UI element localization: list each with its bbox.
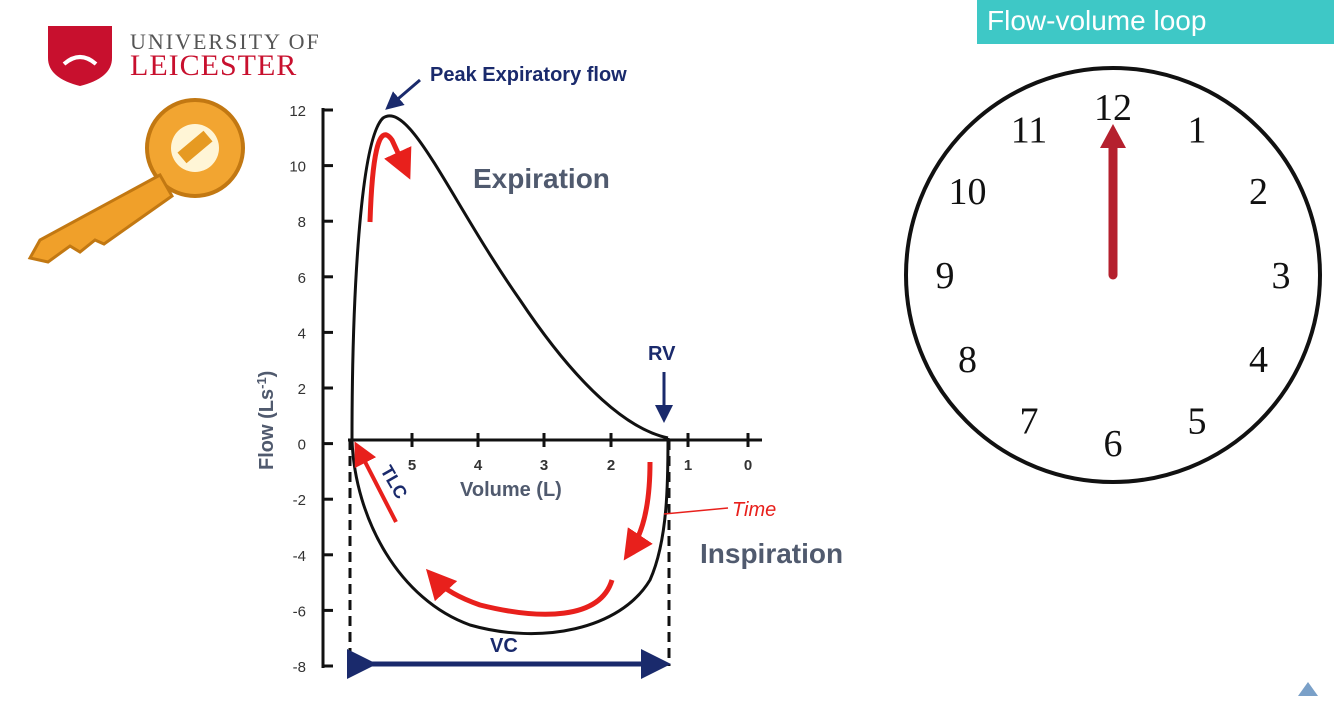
clock-number: 6: [1104, 423, 1123, 465]
y-axis-label: Flow (Ls-1): [254, 371, 278, 470]
y-tick-label: -2: [293, 492, 306, 509]
peak-pointer: [385, 78, 421, 110]
y-tick-label: 2: [298, 381, 306, 398]
y-tick-label: 12: [289, 103, 306, 120]
inspiration-label: Inspiration: [700, 538, 843, 569]
key-icon: [27, 98, 245, 264]
clock-number: 9: [936, 255, 955, 297]
expiration-arrow: [367, 132, 412, 223]
clock-number: 12: [1094, 87, 1132, 129]
time-pointer: [663, 507, 729, 515]
x-tick-label: 4: [474, 457, 483, 474]
inspiration-arrow: [425, 568, 615, 617]
clock-number: 7: [1020, 400, 1039, 442]
vc-label: VC: [490, 635, 518, 657]
tlc-arrow: [354, 441, 398, 523]
y-tick-label: 6: [298, 270, 306, 287]
clock-face: [904, 66, 1322, 484]
logo-line2: LEICESTER: [130, 49, 297, 82]
slide-title: Flow-volume loop: [987, 5, 1206, 36]
clock-number: 11: [1011, 110, 1048, 152]
peak-label: Peak Expiratory flow: [430, 64, 627, 86]
clock-number: 8: [958, 339, 977, 381]
y-tick-label: 8: [298, 214, 306, 231]
rv-label: RV: [648, 343, 676, 365]
clock-number: 5: [1188, 400, 1207, 442]
logo-emblem: [62, 55, 98, 66]
inspiration-curve: [350, 437, 670, 636]
title-bar: [977, 0, 1334, 44]
y-tick-label: -6: [293, 603, 306, 620]
y-tick-label: 4: [298, 325, 306, 342]
nav-triangle[interactable]: [1298, 682, 1318, 696]
clock-hand-tip: [1100, 124, 1126, 148]
x-tick-label: 0: [744, 457, 752, 474]
expiration-curve: [350, 114, 669, 441]
x-tick-label: 1: [684, 457, 692, 474]
y-tick-label: 10: [289, 159, 306, 176]
time-arrow: [623, 461, 653, 561]
clock-number: 2: [1249, 171, 1268, 213]
x-tick-label: 2: [607, 457, 615, 474]
logo-line1: UNIVERSITY OF: [130, 29, 321, 54]
expiration-label: Expiration: [473, 163, 610, 194]
y-tick-label: -4: [293, 548, 306, 565]
clock-number: 3: [1272, 255, 1291, 297]
clock-number: 10: [949, 171, 987, 213]
clock-number: 4: [1249, 339, 1268, 381]
y-tick-label: 0: [298, 437, 306, 454]
time-label: Time: [732, 499, 776, 521]
x-axis-label: Volume (L): [460, 479, 562, 501]
clock-number: 1: [1188, 110, 1207, 152]
x-tick-label: 5: [408, 457, 416, 474]
y-tick-label: -8: [293, 659, 306, 676]
x-tick-label: 3: [540, 457, 548, 474]
